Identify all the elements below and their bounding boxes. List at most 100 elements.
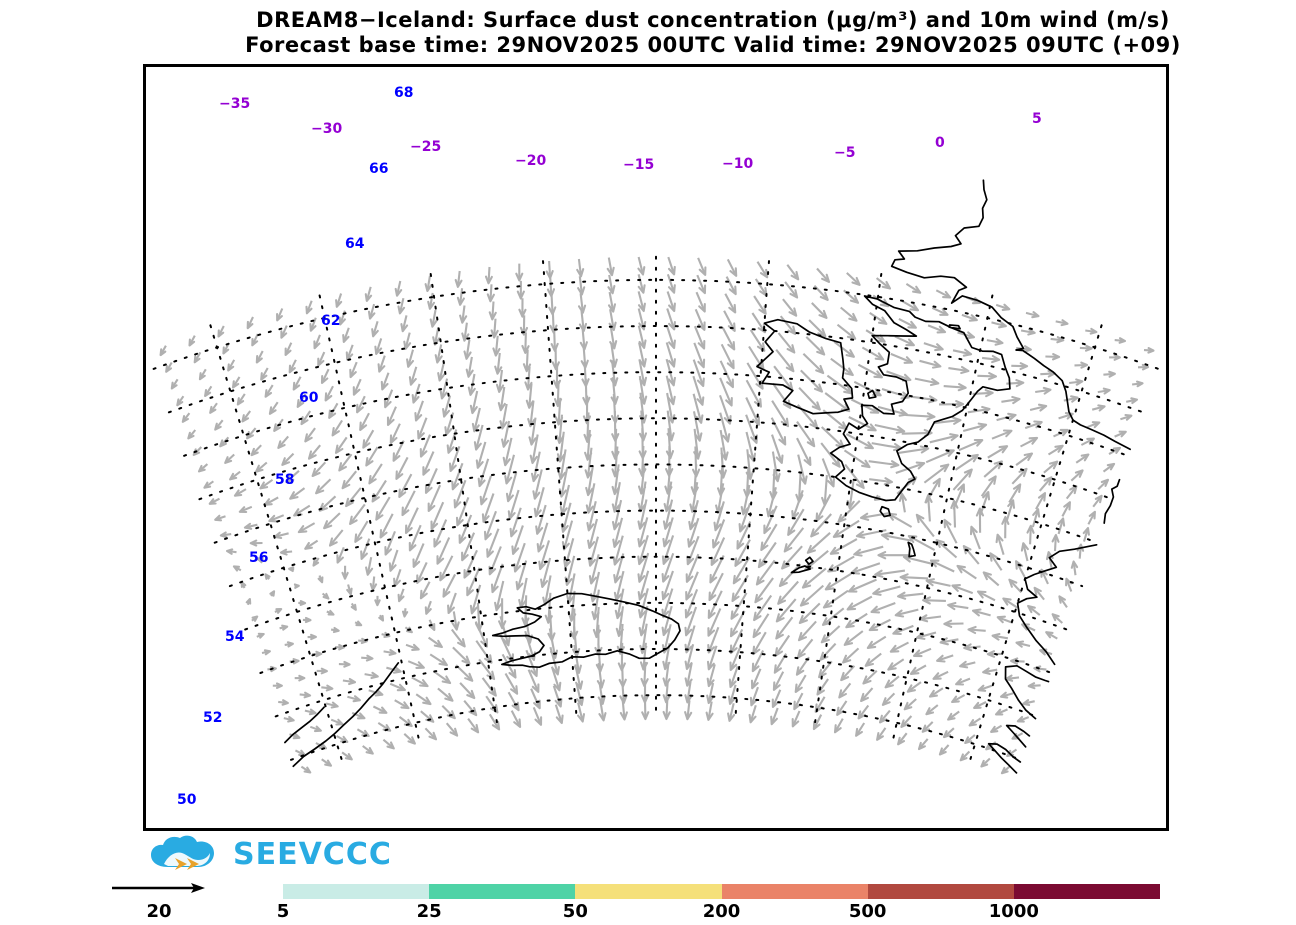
wind-vector [498,598,507,630]
wind-vector [240,581,247,589]
wind-vector [860,687,874,703]
wind-vector [923,463,950,484]
wind-vector [497,386,506,412]
wind-vector [241,410,252,423]
wind-vector [696,274,707,295]
wind-vector [288,359,297,374]
wind-vector [964,734,976,745]
wind-vector [661,588,674,619]
wind-vector [782,298,798,317]
wind-vector [532,469,543,500]
wind-vector [729,610,746,638]
wind-vector [1026,524,1035,545]
wind-vector [951,584,974,595]
wind-vector [1001,395,1021,405]
wind-vector [1055,319,1069,327]
colorbar-tick-25: 25 [416,901,442,922]
coastline-norway3 [987,742,1022,774]
wind-vector [516,280,525,300]
wind-vector [1045,631,1058,640]
wind-vector [1001,515,1010,539]
wind-vector [309,725,322,733]
wind-vector [685,553,700,583]
wind-vector [942,727,955,739]
wind-vector [980,475,997,497]
wind-vector [260,367,269,381]
wind-vector [529,434,539,465]
wind-vector [342,677,357,686]
wind-vector [909,664,927,675]
wind-vector [706,682,715,705]
wind-vector [887,658,905,671]
wind-vector [637,291,646,313]
wind-vector [954,453,979,471]
wind-vector [466,567,481,597]
wind-vector [832,519,860,538]
wind-vector [770,417,787,446]
wind-vector [316,667,328,675]
wind-vector [884,675,900,689]
wind-vector [1008,483,1022,503]
wind-vector [1027,604,1041,616]
wind-vector [661,552,675,583]
wind-vector [870,602,896,614]
wind-vector [692,375,705,406]
wind-vector [711,519,726,549]
wind-vector [469,584,482,615]
wind-vector [869,312,888,325]
wind-vector [384,531,396,556]
wind-vector [991,320,1007,329]
wind-vector [317,351,326,367]
wind-vector [1020,328,1036,336]
wind-vector [724,293,737,314]
wind-vector [181,412,191,423]
wind-vector [557,449,567,481]
wind-vector [365,446,379,467]
wind-vector [989,552,1003,571]
wind-vector [465,356,474,378]
wind-vector [952,348,973,357]
wind-vector [330,718,344,726]
wind-vector [459,305,468,324]
wind-vector [368,463,383,485]
wind-vector [830,357,854,377]
coastline-greenland [292,662,400,768]
wind-vector [365,556,374,576]
wind-vector [812,714,823,731]
wind-vector [829,538,858,555]
wind-vector [855,722,866,737]
wind-vector [461,322,470,342]
wind-vector [695,291,706,313]
wind-vector [637,256,646,276]
wind-vector [771,400,790,428]
wind-vector [938,744,950,756]
wind-vector [1086,421,1101,429]
wind-vector [416,561,428,584]
wind-vector [751,650,765,673]
wind-vector [874,423,906,434]
wind-vector [1143,347,1155,354]
wind-vector [665,342,676,368]
latitude-label-64: 64 [345,236,365,252]
wind-vector [918,614,942,623]
wind-vector [1005,499,1016,522]
wind-vector [892,624,914,636]
wind-vector [307,444,322,460]
wind-vector [335,293,343,308]
map-plot-area[interactable]: −35 −30 −25 −20 −15 −10 −5 0 5 68 66 64 62 60 58 56 54 5… [143,64,1169,831]
wind-vector [477,458,490,488]
wind-vector [1061,501,1071,517]
wind-vector [278,699,289,706]
dust-concentration-colorbar[interactable] [283,884,1161,899]
wind-vector [509,507,522,538]
wind-vector [197,463,209,473]
wind-vector [786,264,800,281]
wind-vector [552,685,563,708]
wind-vector [991,429,1013,440]
wind-vector [268,401,279,415]
wind-vector [335,643,346,651]
wind-vector [943,619,964,628]
wind-vector [442,573,457,598]
wind-vector [613,553,625,584]
wind-vector [728,666,739,689]
